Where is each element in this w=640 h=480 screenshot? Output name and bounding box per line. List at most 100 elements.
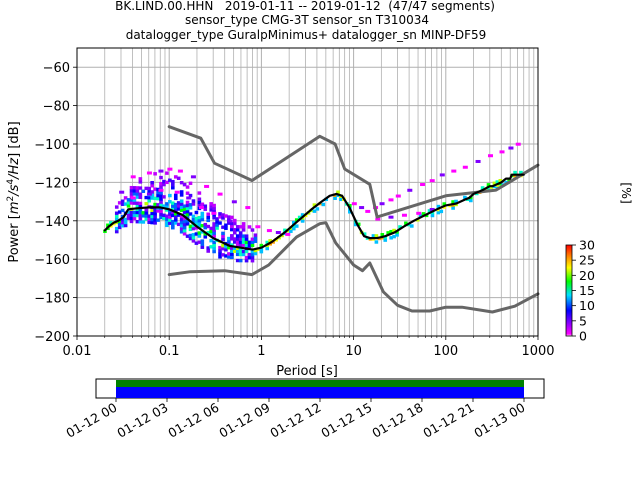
outlier-cell <box>198 206 204 210</box>
density-cell <box>232 246 237 250</box>
y-tick-label: −120 <box>34 176 70 191</box>
density-cell <box>454 199 458 204</box>
density-cell <box>188 224 193 228</box>
density-cell <box>135 210 140 215</box>
density-cell <box>389 229 393 234</box>
density-cell <box>386 231 390 235</box>
density-cell <box>162 216 166 221</box>
density-cell <box>221 243 225 248</box>
density-cell <box>203 222 208 227</box>
density-cell <box>150 184 154 188</box>
density-cell <box>206 230 211 235</box>
outlier-cell <box>174 190 180 194</box>
density-cell <box>232 221 237 226</box>
density-cell <box>230 215 234 220</box>
density-cell <box>150 208 154 213</box>
density-cell <box>141 214 146 218</box>
density-cell <box>191 236 196 240</box>
density-cell <box>469 198 473 203</box>
outlier-cell <box>204 184 210 188</box>
density-cell <box>126 216 131 220</box>
mode-curve <box>103 173 525 251</box>
density-cell <box>182 207 187 211</box>
density-cell <box>247 243 252 248</box>
density-cell <box>321 202 326 207</box>
density-cell <box>230 255 234 260</box>
density-cell <box>203 207 208 211</box>
density-cell <box>513 170 517 175</box>
density-cell <box>427 209 432 213</box>
density-cell <box>150 190 154 194</box>
density-cell <box>212 249 216 254</box>
density-cell <box>176 176 181 180</box>
y-tick-label: −80 <box>43 100 70 115</box>
density-cell <box>135 189 140 193</box>
density-cell <box>227 246 231 250</box>
density-cell <box>182 225 187 230</box>
density-cell <box>141 189 146 193</box>
density-cell <box>182 219 187 224</box>
timeline-tick-label: 01-13 00 <box>471 400 527 441</box>
density-cell <box>418 213 423 217</box>
x-tick-label: 100 <box>433 344 458 359</box>
density-cell <box>126 210 131 214</box>
density-cell <box>230 243 234 247</box>
density-cell <box>230 227 234 232</box>
density-cell <box>159 194 163 198</box>
density-cell <box>159 185 163 189</box>
density-cell <box>238 243 243 247</box>
y-tick-label: −140 <box>34 215 70 230</box>
outlier-cell <box>375 217 381 221</box>
density-cell <box>168 221 172 225</box>
density-cell <box>212 216 216 220</box>
density-cell <box>238 240 243 244</box>
density-cell <box>179 205 184 209</box>
density-cell <box>374 234 379 238</box>
density-cell <box>156 218 160 222</box>
colorbar-label: [%] <box>619 182 634 204</box>
density-cell <box>156 193 160 198</box>
density-cell <box>197 225 202 229</box>
density-cell <box>182 229 187 233</box>
density-cell <box>106 223 110 227</box>
density-cell <box>209 245 213 249</box>
density-cell <box>123 196 128 200</box>
density-cell <box>200 214 205 219</box>
density-cell <box>165 180 169 185</box>
density-cell <box>197 231 202 235</box>
density-cell <box>135 186 140 190</box>
curves <box>103 125 540 314</box>
density-cell <box>120 202 125 206</box>
density-cell <box>221 234 225 239</box>
density-cell <box>227 255 231 259</box>
x-tick-label: 1000 <box>521 344 554 359</box>
density-cell <box>253 236 258 240</box>
density-cell <box>194 226 199 230</box>
density-cell <box>235 258 240 263</box>
density-cell <box>173 175 178 179</box>
density-cell <box>188 233 193 238</box>
outlier-cell <box>499 150 505 154</box>
density-cell <box>182 232 187 236</box>
density-cell <box>156 190 160 195</box>
density-cell <box>241 237 246 241</box>
density-cell <box>165 223 169 228</box>
outlier-cell <box>365 209 371 213</box>
density-cell <box>120 224 125 228</box>
density-cell <box>144 208 149 212</box>
density-cell <box>185 219 190 223</box>
y-tick-label: −100 <box>34 138 70 153</box>
density-cell <box>135 207 140 212</box>
density-cell <box>171 219 175 224</box>
density-cell <box>179 180 184 185</box>
density-cell <box>200 239 205 243</box>
density-cell <box>212 246 216 251</box>
density-cell <box>238 258 243 263</box>
density-cell <box>209 232 213 237</box>
outlier-cell <box>388 198 394 202</box>
plot-frame <box>76 47 539 337</box>
density-cell <box>398 225 402 229</box>
density-cell <box>173 202 178 207</box>
density-cell <box>150 211 154 216</box>
y-axis-label-sup2: 2 <box>6 196 16 202</box>
